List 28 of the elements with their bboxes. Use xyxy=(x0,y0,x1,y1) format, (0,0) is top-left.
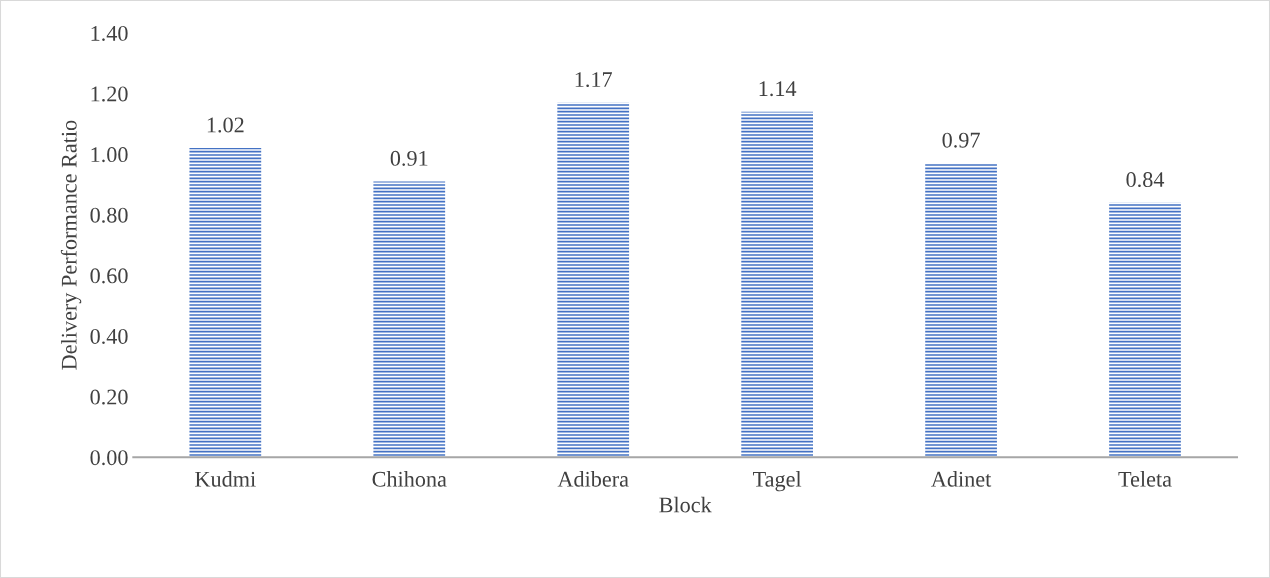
x-axis-title: Block xyxy=(659,496,712,513)
y-axis-title: Delivery Performance Ratio xyxy=(60,120,82,370)
y-tick-label: 1.20 xyxy=(91,86,128,102)
y-tick-label: 0.00 xyxy=(90,450,128,466)
data-label: 1.14 xyxy=(759,81,797,97)
x-tick-label: Adinet xyxy=(931,471,992,487)
y-tick-label: 0.60 xyxy=(90,268,128,284)
bar xyxy=(925,163,997,458)
x-tick-label: Teleta xyxy=(1118,471,1172,487)
data-label: 0.97 xyxy=(942,132,980,148)
data-label: 1.17 xyxy=(575,72,612,88)
y-tick-label: 0.80 xyxy=(90,207,128,223)
x-tick-label: Kudmi xyxy=(195,471,256,487)
bar xyxy=(189,148,262,458)
y-tick-label: 0.20 xyxy=(90,389,128,405)
data-label: 0.84 xyxy=(1126,172,1165,188)
bar xyxy=(373,181,446,458)
bar xyxy=(557,102,630,458)
x-tick-label: Chihona xyxy=(372,471,447,487)
y-tick-label: 1.00 xyxy=(91,147,128,163)
y-tick-label: 0.40 xyxy=(90,328,128,345)
bar xyxy=(1109,202,1181,458)
x-tick-label: Adibera xyxy=(557,471,629,487)
data-label: 0.91 xyxy=(390,150,428,166)
y-tick-label: 1.40 xyxy=(91,25,128,41)
data-label: 1.02 xyxy=(207,117,244,133)
bar xyxy=(741,111,813,458)
x-tick-label: Tagel xyxy=(753,471,802,492)
